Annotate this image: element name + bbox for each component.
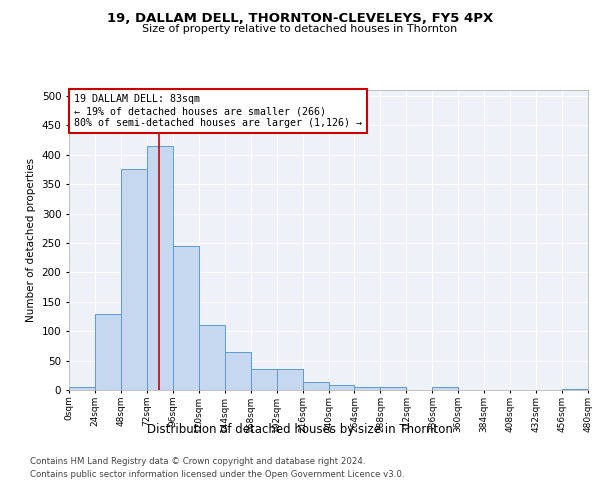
Bar — [121, 170, 147, 390]
Bar — [380, 387, 406, 390]
Text: Contains public sector information licensed under the Open Government Licence v3: Contains public sector information licen… — [30, 470, 404, 479]
Bar — [147, 146, 173, 390]
Text: Contains HM Land Registry data © Crown copyright and database right 2024.: Contains HM Land Registry data © Crown c… — [30, 458, 365, 466]
Bar — [329, 386, 355, 390]
Bar — [432, 387, 458, 390]
Bar — [69, 387, 95, 390]
Bar — [355, 387, 380, 390]
Text: 19 DALLAM DELL: 83sqm
← 19% of detached houses are smaller (266)
80% of semi-det: 19 DALLAM DELL: 83sqm ← 19% of detached … — [74, 94, 362, 128]
Text: Distribution of detached houses by size in Thornton: Distribution of detached houses by size … — [147, 422, 453, 436]
Y-axis label: Number of detached properties: Number of detached properties — [26, 158, 36, 322]
Bar — [251, 370, 277, 390]
Bar — [199, 326, 224, 390]
Bar — [302, 382, 329, 390]
Text: Size of property relative to detached houses in Thornton: Size of property relative to detached ho… — [142, 24, 458, 34]
Bar — [225, 352, 251, 390]
Bar — [277, 370, 302, 390]
Bar — [562, 389, 588, 390]
Text: 19, DALLAM DELL, THORNTON-CLEVELEYS, FY5 4PX: 19, DALLAM DELL, THORNTON-CLEVELEYS, FY5… — [107, 12, 493, 26]
Bar — [95, 314, 121, 390]
Bar — [173, 246, 199, 390]
